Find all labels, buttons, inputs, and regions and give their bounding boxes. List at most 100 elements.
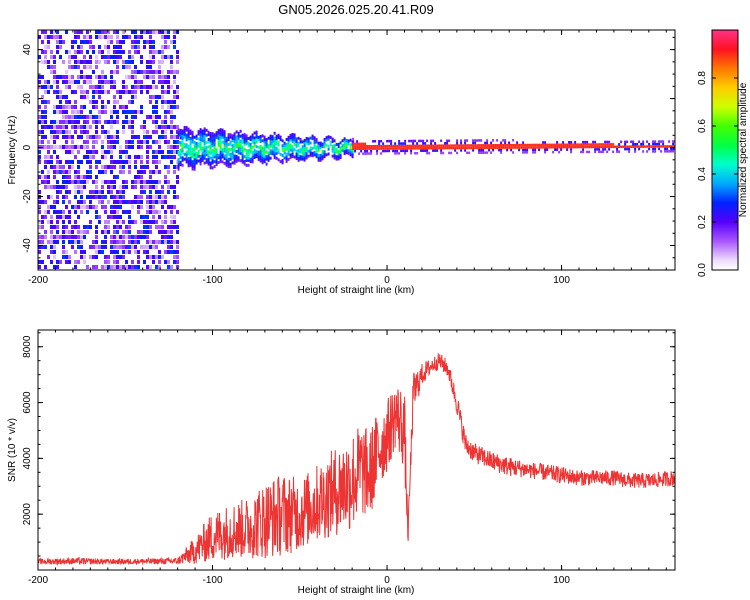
spectrogram-cell bbox=[297, 154, 300, 157]
spectrogram-cell bbox=[62, 115, 65, 119]
spectrogram-cell bbox=[552, 146, 555, 149]
spectrogram-cell bbox=[128, 210, 131, 214]
spectrogram-cell bbox=[62, 135, 65, 139]
spectrogram-cell bbox=[107, 185, 110, 189]
spectrogram-cell bbox=[648, 147, 651, 151]
spectrogram-cell bbox=[526, 148, 529, 152]
spectrogram-cell bbox=[638, 140, 641, 143]
spectrogram-cell bbox=[155, 50, 158, 54]
spectrogram-cell bbox=[608, 140, 611, 144]
spectrogram-cell bbox=[478, 144, 481, 147]
spectrogram-cell bbox=[594, 140, 597, 144]
spectrogram-cell bbox=[122, 200, 125, 204]
spectrogram-cell bbox=[179, 128, 182, 132]
spectrogram-cell bbox=[247, 154, 250, 157]
spectrogram-cell bbox=[62, 180, 65, 184]
spectrogram-cell bbox=[452, 146, 455, 150]
spectrogram-cell bbox=[143, 125, 146, 129]
spectrogram-cell bbox=[574, 145, 577, 149]
spectrogram-cell bbox=[137, 85, 140, 89]
spectrogram-cell bbox=[227, 143, 230, 146]
spectrogram-cell bbox=[80, 175, 83, 179]
spectrogram-cell bbox=[158, 75, 161, 79]
spectrogram-cell bbox=[128, 225, 131, 229]
spectrogram-cell bbox=[223, 157, 226, 160]
spectrogram-cell bbox=[229, 143, 232, 147]
spectrogram-cell bbox=[152, 50, 155, 54]
spectrogram-cell bbox=[564, 143, 567, 146]
spectrogram-cell bbox=[113, 175, 116, 179]
spectrogram-cell bbox=[38, 225, 41, 229]
spectrogram-cell bbox=[131, 45, 134, 49]
spectrogram-cell bbox=[65, 140, 68, 144]
spectrogram-cell bbox=[253, 138, 256, 142]
spectrogram-cell bbox=[287, 138, 290, 142]
spectrogram-cell bbox=[89, 225, 92, 229]
spectrogram-cell bbox=[170, 210, 173, 214]
spectrogram-cell bbox=[578, 145, 581, 149]
spectrogram-cell bbox=[193, 153, 196, 156]
spectrogram-cell bbox=[213, 133, 216, 137]
spectrogram-cell bbox=[564, 145, 567, 149]
spectrogram-cell bbox=[201, 129, 204, 133]
spectrogram-cell bbox=[181, 144, 184, 148]
spectrogram-cell bbox=[152, 130, 155, 134]
spectrogram-cell bbox=[152, 110, 155, 114]
colorbar-label: Normalized spectral amplitude bbox=[738, 82, 749, 217]
spectrogram-cell bbox=[152, 255, 155, 259]
spectrogram-cell bbox=[528, 146, 531, 149]
spectrogram-cell bbox=[161, 100, 164, 104]
spectrogram-cell bbox=[588, 150, 591, 154]
spectrogram-cell bbox=[128, 265, 131, 269]
spectrogram-cell bbox=[44, 55, 47, 59]
spectrogram-cell bbox=[305, 151, 308, 155]
spectrogram-cell bbox=[104, 245, 107, 249]
spectrogram-cell bbox=[233, 159, 236, 163]
spectrogram-cell bbox=[131, 85, 134, 89]
spectrogram-cell bbox=[430, 139, 433, 143]
spectrogram-cell bbox=[161, 150, 164, 154]
spectrogram-cell bbox=[119, 155, 122, 159]
spectrogram-cell bbox=[337, 145, 340, 149]
spectrogram-cell bbox=[490, 146, 493, 149]
spectrogram-cell bbox=[311, 146, 314, 150]
spectrogram-cell bbox=[269, 151, 272, 155]
spectrogram-cell bbox=[146, 65, 149, 69]
spectrogram-cell bbox=[74, 90, 77, 94]
spectrogram-cell bbox=[128, 230, 131, 234]
spectrogram-cell bbox=[95, 75, 98, 79]
spectrogram-cell bbox=[221, 133, 224, 137]
spectrogram-cell bbox=[610, 143, 613, 146]
spectrogram-cell bbox=[131, 60, 134, 64]
spectrogram-cell bbox=[140, 205, 143, 209]
spectrogram-cell bbox=[672, 150, 675, 153]
spectrogram-cell bbox=[83, 235, 86, 239]
spectrogram-cell bbox=[161, 55, 164, 59]
spectrogram-cell bbox=[104, 180, 107, 184]
spectrogram-cell bbox=[53, 80, 56, 84]
spectrogram-cell bbox=[98, 75, 101, 79]
spectrogram-cell bbox=[422, 142, 425, 145]
spectrogram-cell bbox=[249, 135, 252, 139]
spectrogram-cell bbox=[347, 142, 350, 145]
spectrogram-cell bbox=[362, 142, 365, 146]
spectrogram-cell bbox=[293, 133, 296, 137]
spectrogram-cell bbox=[374, 144, 377, 148]
spectrogram-cell bbox=[95, 130, 98, 134]
spectrogram-cell bbox=[53, 200, 56, 204]
spectrogram-cell bbox=[420, 149, 423, 152]
spectrogram-cell bbox=[104, 55, 107, 59]
spectrogram-cell bbox=[241, 148, 244, 152]
spectrogram-cell bbox=[211, 137, 214, 140]
spectrogram-cell bbox=[478, 151, 481, 154]
spectrogram-cell bbox=[50, 240, 53, 244]
spectrogram-cell bbox=[158, 240, 161, 244]
spectrogram-cell bbox=[47, 185, 50, 189]
spectrogram-cell bbox=[243, 133, 246, 137]
spectrogram-cell bbox=[660, 150, 663, 153]
spectrogram-cell bbox=[158, 170, 161, 174]
spectrogram-x-ticks: -200 -100 0 100 bbox=[28, 30, 667, 286]
spectrogram-cell bbox=[110, 140, 113, 144]
spectrogram-cell bbox=[176, 60, 179, 64]
spectrogram-cell bbox=[245, 136, 248, 140]
